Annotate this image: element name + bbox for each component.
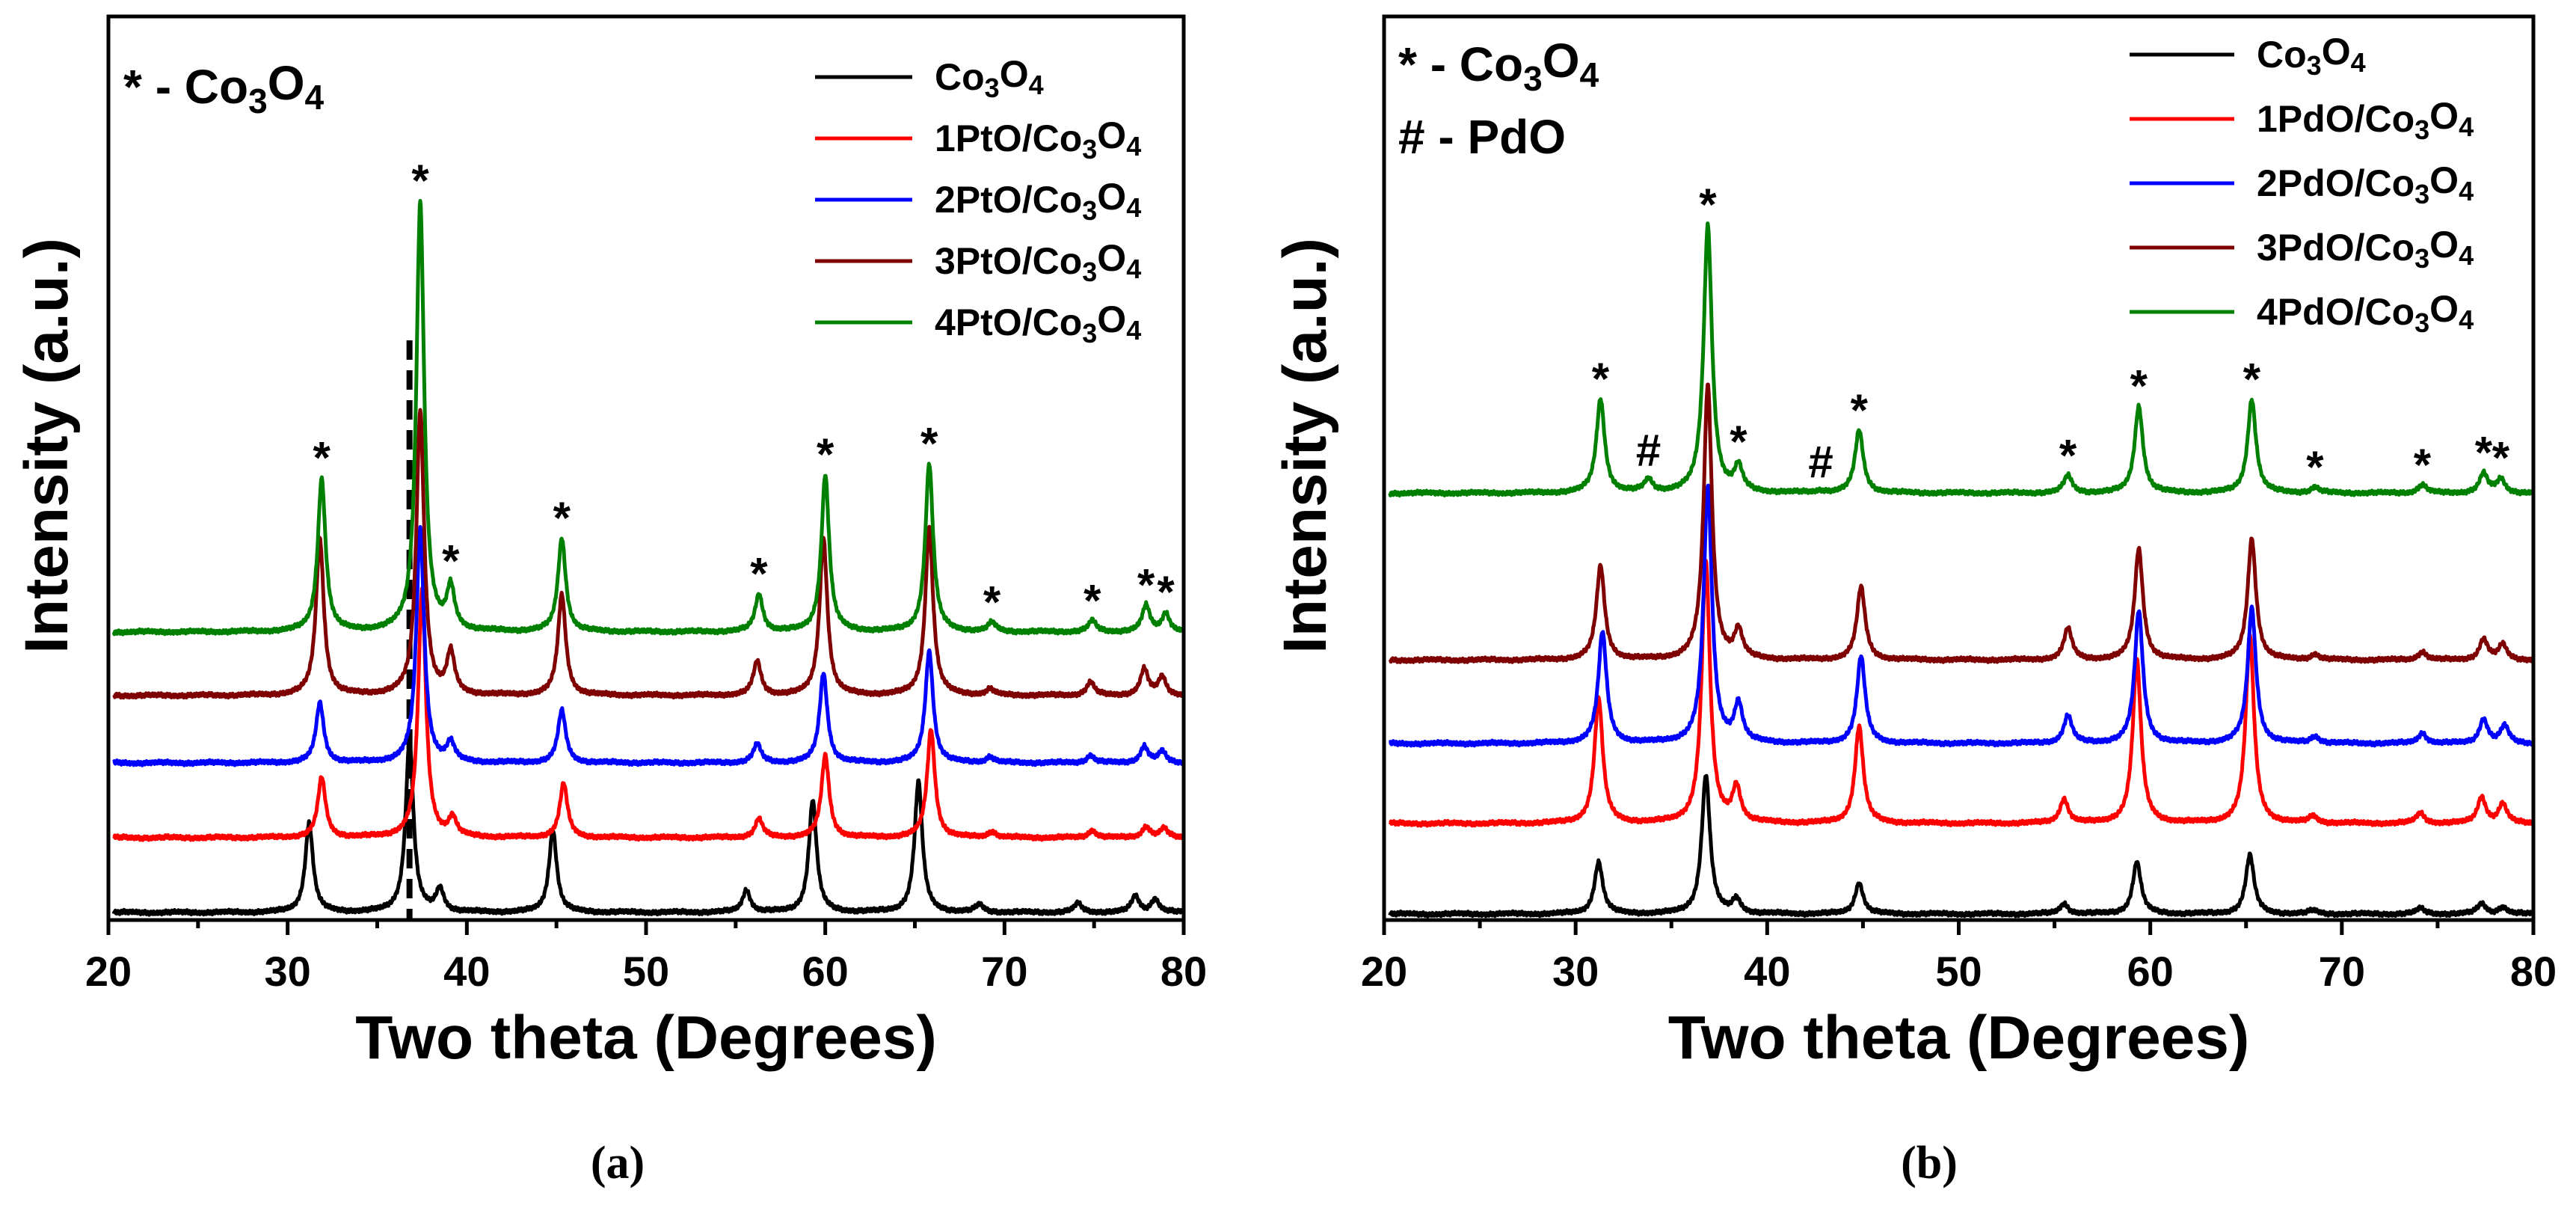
series-line-3pto-co3o4 bbox=[112, 408, 1184, 700]
series-line-2pdo-co3o4 bbox=[1388, 483, 2534, 748]
peak-marker: * bbox=[2130, 361, 2148, 411]
peak-marker: * bbox=[553, 493, 571, 543]
annotation-pdo: # - PdO bbox=[1398, 110, 1566, 164]
x-tick-label: 20 bbox=[85, 948, 132, 995]
y-axis-label: Intensity (a.u.) bbox=[13, 238, 81, 654]
x-axis-label: Two theta (Degrees) bbox=[1668, 1004, 2250, 1072]
peak-marker: * bbox=[411, 156, 429, 206]
peak-marker: * bbox=[1699, 180, 1717, 230]
peak-marker: * bbox=[2475, 428, 2493, 478]
peak-marker: * bbox=[920, 418, 938, 468]
x-tick-label: 80 bbox=[1161, 948, 1207, 995]
peak-marker: # bbox=[1636, 426, 1661, 476]
legend-label: Co3O4 bbox=[2257, 31, 2366, 81]
series-line-co3o4 bbox=[1388, 773, 2534, 919]
x-tick-label: 70 bbox=[981, 948, 1027, 995]
series-line-4pto-co3o4 bbox=[111, 199, 1184, 637]
series-line-1pdo-co3o4 bbox=[1388, 559, 2534, 828]
peak-marker: * bbox=[1157, 567, 1175, 617]
x-tick-label: 70 bbox=[2319, 948, 2365, 995]
x-tick-label: 50 bbox=[623, 948, 669, 995]
peak-marker: * bbox=[2492, 433, 2510, 483]
legend-label: 1PdO/Co3O4 bbox=[2257, 95, 2474, 145]
panel-caption: (b) bbox=[1901, 1138, 1958, 1189]
annotation-co3o4: * - Co3O4 bbox=[1398, 34, 1599, 98]
legend-label: 4PtO/Co3O4 bbox=[935, 298, 1141, 349]
legend: Co3O4 1PtO/Co3O4 2PtO/Co3O4 3PtO/Co3O4 4PtO/… bbox=[815, 53, 1141, 349]
x-tick-label: 30 bbox=[265, 948, 311, 995]
legend-label: 1PtO/Co3O4 bbox=[935, 114, 1141, 165]
peak-marker: * bbox=[750, 549, 768, 599]
peak-marker: * bbox=[2306, 442, 2324, 492]
series-line-co3o4 bbox=[111, 739, 1185, 917]
legend-label: Co3O4 bbox=[935, 53, 1044, 103]
x-tick-label: 80 bbox=[2510, 948, 2557, 995]
x-tick-label: 40 bbox=[443, 948, 490, 995]
peak-marker: * bbox=[1730, 417, 1747, 467]
legend-label: 3PtO/Co3O4 bbox=[935, 237, 1141, 287]
x-tick-label: 60 bbox=[802, 948, 849, 995]
peak-marker: * bbox=[1851, 385, 1869, 435]
series-line-4pdo-co3o4 bbox=[1388, 221, 2534, 498]
peak-marker: * bbox=[1137, 559, 1155, 610]
peak-marker: * bbox=[1592, 354, 1610, 404]
peak-marker: * bbox=[817, 429, 834, 479]
x-axis-label: Two theta (Degrees) bbox=[355, 1004, 937, 1072]
peak-marker: * bbox=[983, 577, 1001, 627]
peak-marker: * bbox=[2059, 430, 2077, 480]
y-axis-label: Intensity (a.u.) bbox=[1271, 238, 1339, 654]
series-line-1pto-co3o4 bbox=[112, 586, 1184, 842]
x-tick-label: 40 bbox=[1744, 948, 1790, 995]
x-tick-label: 30 bbox=[1552, 948, 1599, 995]
legend: Co3O4 1PdO/Co3O4 2PdO/Co3O4 3PdO/Co3O4 4PdO/… bbox=[2130, 31, 2474, 338]
peak-marker: # bbox=[1808, 437, 1833, 487]
x-tick-label: 50 bbox=[1935, 948, 1982, 995]
x-tick-label: 20 bbox=[1361, 948, 1407, 995]
peak-marker: * bbox=[313, 433, 331, 483]
legend-label: 4PdO/Co3O4 bbox=[2257, 288, 2474, 338]
peak-marker: * bbox=[442, 536, 460, 586]
series-line-3pdo-co3o4 bbox=[1388, 382, 2534, 664]
annotation-co3o4: * - Co3O4 bbox=[123, 56, 325, 120]
peak-marker: * bbox=[1083, 575, 1101, 625]
peak-marker: * bbox=[2414, 440, 2432, 490]
legend-label: 2PdO/Co3O4 bbox=[2257, 159, 2474, 209]
series-line-2pto-co3o4 bbox=[112, 525, 1185, 767]
x-tick-label: 60 bbox=[2127, 948, 2174, 995]
panel-caption: (a) bbox=[591, 1138, 645, 1189]
legend-label: 3PdO/Co3O4 bbox=[2257, 224, 2474, 274]
peak-marker: * bbox=[2243, 354, 2261, 404]
legend-label: 2PtO/Co3O4 bbox=[935, 176, 1141, 226]
